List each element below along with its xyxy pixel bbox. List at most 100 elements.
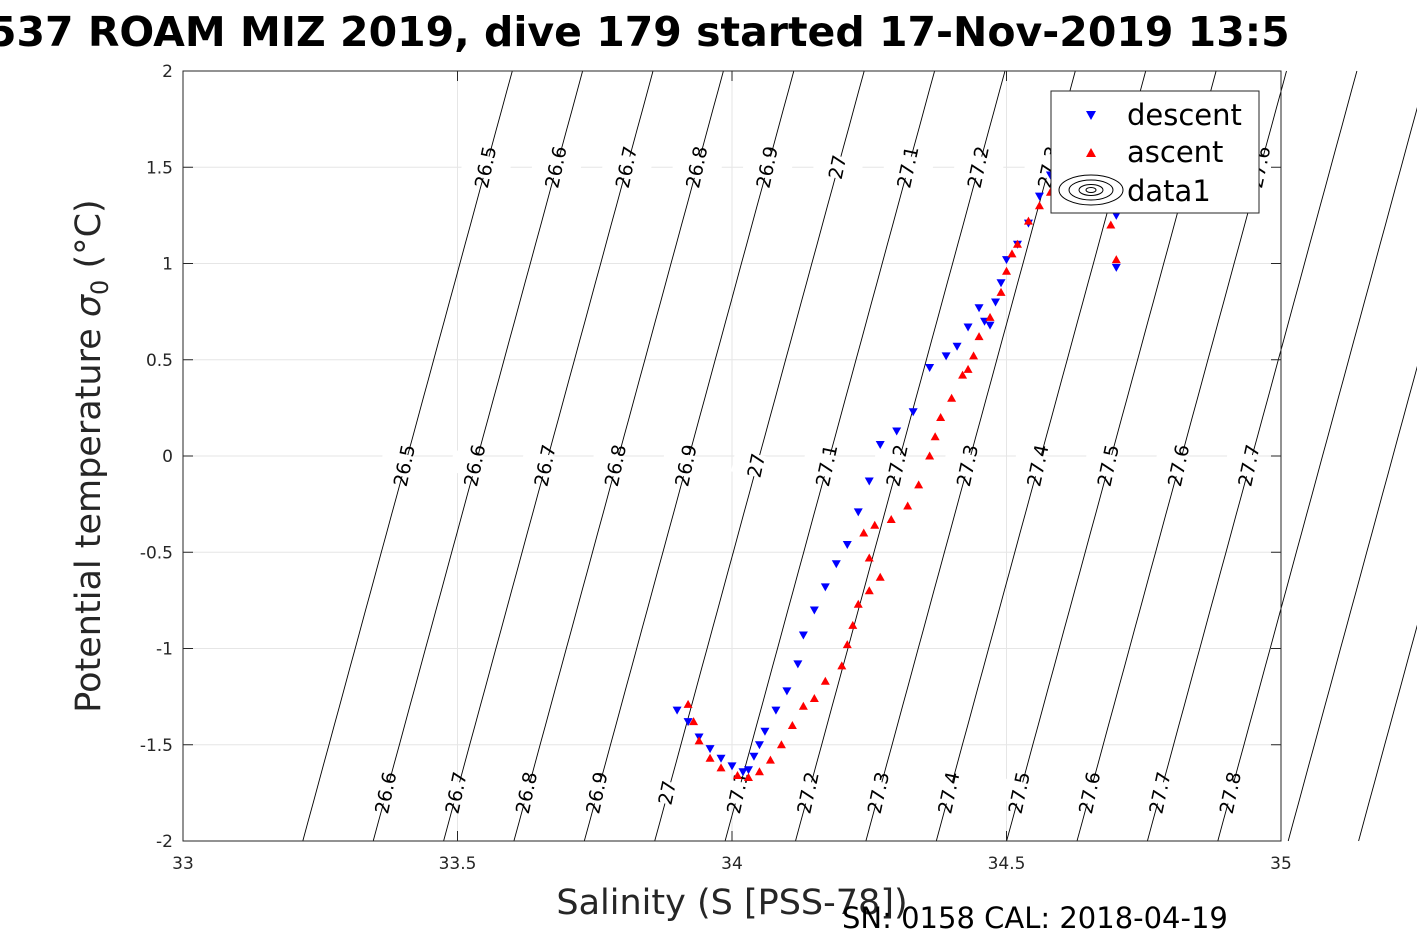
descent-marker xyxy=(996,279,1006,288)
y-axis-label: Potential temperature σ0 (°C) xyxy=(69,199,114,712)
legend-ascent-label: ascent xyxy=(1127,135,1223,169)
ascent-marker xyxy=(963,364,973,373)
legend-descent-label: descent xyxy=(1127,98,1242,132)
x-tick-label: 33.5 xyxy=(439,854,477,874)
ascent-marker xyxy=(1023,216,1033,225)
legend: descent ascent data1 xyxy=(1050,90,1260,214)
descent-marker xyxy=(771,706,781,715)
ascent-marker xyxy=(848,620,858,629)
density-contour-line xyxy=(1358,624,1417,842)
ascent-marker xyxy=(787,721,797,729)
descent-marker xyxy=(831,560,841,569)
contour-label-middle-bg xyxy=(942,449,994,482)
contour-label-middle-bg xyxy=(871,449,924,482)
contour-label-top-bg xyxy=(530,151,583,183)
y-axis-label-main: Potential temperature xyxy=(69,317,109,713)
ascent-marker xyxy=(969,351,979,360)
contour-label-middle-bg xyxy=(590,449,642,482)
x-axis-ticks: 33 33.5 34 34.5 35 xyxy=(172,71,1292,874)
y-tick-label: -0.5 xyxy=(140,543,173,563)
contour-label-bottom-bg xyxy=(1134,777,1187,809)
contour-label-middle-bg xyxy=(449,449,502,482)
contour-label-middle: 27 xyxy=(744,452,771,480)
ascent-marker xyxy=(853,599,863,608)
descent-marker xyxy=(749,752,759,761)
legend-box xyxy=(1050,90,1260,214)
contour-label-bottom-bg xyxy=(712,777,764,809)
descent-marker xyxy=(864,477,874,486)
ascent-marker xyxy=(903,501,913,510)
ascent-marker xyxy=(996,287,1006,296)
contour-label-bottom-bg xyxy=(430,777,483,809)
contour-label-bottom-bg xyxy=(501,777,553,809)
contour-label-top: 27 xyxy=(825,153,852,181)
contour-label-top-bg xyxy=(671,151,723,183)
y-axis-label-subscript: 0 xyxy=(86,280,114,295)
ascent-marker xyxy=(1111,255,1121,264)
contour-label-middle-bg xyxy=(660,449,713,482)
contour-label-bottom-bg xyxy=(360,777,413,809)
y-axis-ticks: 2 1.5 1 0.5 0 -0.5 -1 -1.5 -2 xyxy=(140,62,1281,852)
ascent-marker xyxy=(1002,266,1011,275)
descent-marker xyxy=(1111,211,1121,220)
density-contour-line xyxy=(1217,107,1417,842)
descent-marker xyxy=(754,741,764,750)
contour-label-top-bg xyxy=(460,151,512,183)
chart-title: 537 ROAM MIZ 2019, dive 179 started 17-N… xyxy=(0,8,1290,56)
ascent-marker xyxy=(930,432,940,441)
descent-marker xyxy=(908,408,918,417)
y-tick-label: -1.5 xyxy=(140,736,173,756)
ascent-marker xyxy=(875,572,885,581)
descent-marker xyxy=(820,583,830,592)
descent-marker xyxy=(727,762,737,771)
ascent-marker xyxy=(1007,249,1017,258)
descent-marker xyxy=(853,508,863,517)
x-axis-label: Salinity (S [PSS-78]) xyxy=(556,883,907,923)
descent-marker xyxy=(952,342,962,351)
ascent-marker xyxy=(859,528,869,537)
contour-label-bottom-bg xyxy=(571,777,624,809)
descent-marker xyxy=(672,706,682,715)
descent-marker xyxy=(793,660,803,669)
ascent-marker xyxy=(776,740,786,749)
legend-ascent-marker xyxy=(1086,148,1096,157)
ascent-marker xyxy=(683,699,693,708)
y-tick-label: -2 xyxy=(156,832,173,852)
y-tick-label: 0 xyxy=(162,447,173,467)
ascent-marker xyxy=(1012,239,1022,248)
contour-label-bottom-bg xyxy=(1064,777,1116,809)
x-tick-label: 35 xyxy=(1270,854,1292,874)
descent-marker xyxy=(705,745,715,754)
ascent-marker xyxy=(694,736,704,745)
ascent-marker xyxy=(864,586,874,595)
descent-marker xyxy=(716,754,726,763)
descent-marker xyxy=(963,323,973,332)
contour-label-middle-bg xyxy=(1153,449,1205,482)
y-tick-label: 2 xyxy=(162,62,173,82)
descent-marker xyxy=(738,768,748,777)
ascent-marker xyxy=(958,370,968,379)
serial-calibration-text: SN: 0158 CAL: 2018-04-19 xyxy=(842,901,1228,935)
contour-label-top-bg xyxy=(741,151,794,183)
x-tick-label: 34.5 xyxy=(988,854,1026,874)
contour-label-bottom: 27 xyxy=(655,779,682,807)
descent-marker xyxy=(1034,192,1044,201)
contour-label-middle-bg xyxy=(1082,449,1135,482)
ascent-marker xyxy=(936,413,946,421)
ascent-marker xyxy=(1106,220,1116,229)
descent-marker xyxy=(760,727,770,736)
contour-label-bottom-bg xyxy=(1205,777,1257,809)
contour-label-top-bg xyxy=(882,151,935,183)
contour-label-bottom-bg xyxy=(923,777,976,809)
contour-label-bottom-bg xyxy=(642,777,694,809)
ascent-marker xyxy=(820,676,830,685)
descent-marker xyxy=(683,718,693,727)
contour-label-bottom-bg xyxy=(993,777,1046,809)
contour-label-bottom-bg xyxy=(782,777,835,809)
contour-label-middle-bg xyxy=(1012,449,1065,482)
ascent-marker xyxy=(864,553,874,562)
contour-label-middle-bg xyxy=(801,449,853,482)
y-tick-label: -1 xyxy=(156,640,173,660)
contour-label-top-bg xyxy=(601,151,653,183)
ascent-marker xyxy=(689,717,699,726)
